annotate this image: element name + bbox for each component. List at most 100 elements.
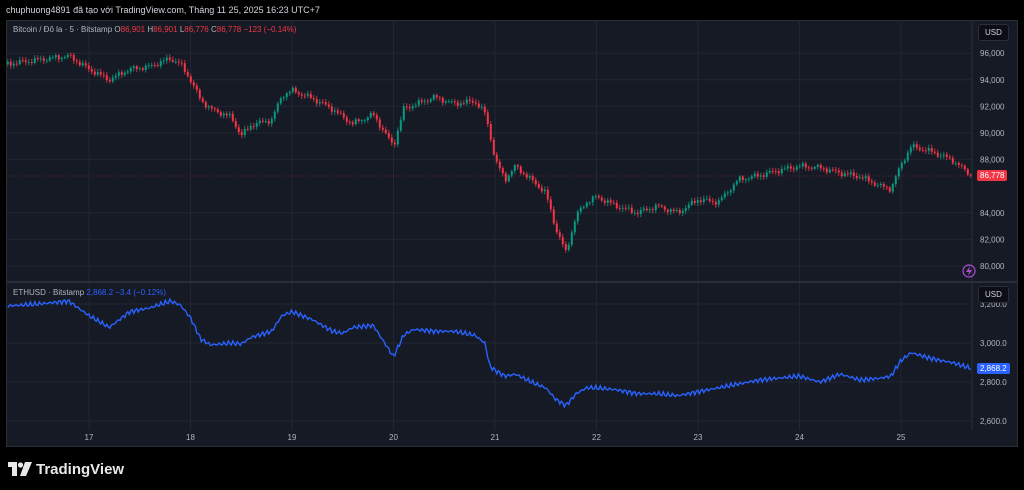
candle-body	[438, 97, 441, 99]
btc-open-label: O	[114, 25, 121, 34]
btc-y-tick-label: 92,000	[980, 102, 1005, 111]
candle-body	[450, 101, 453, 103]
chart-area[interactable]	[6, 20, 1018, 447]
candle-body	[753, 173, 756, 177]
candle-body	[720, 197, 723, 201]
candle-body	[279, 98, 282, 104]
x-tick-label: 22	[592, 433, 601, 442]
candle-body	[117, 72, 120, 76]
candle-body	[408, 107, 411, 109]
candle-body	[924, 150, 927, 152]
candle-body	[936, 152, 939, 157]
candle-body	[432, 95, 435, 100]
candle-body	[306, 93, 309, 96]
candle-body	[660, 205, 663, 207]
candle-body	[321, 102, 324, 104]
candle-body	[441, 97, 444, 103]
lightning-icon[interactable]	[962, 264, 976, 278]
eth-price-line	[7, 297, 971, 409]
btc-candles	[6, 52, 972, 253]
candle-body	[402, 106, 405, 120]
candle-body	[498, 161, 501, 169]
candle-body	[429, 99, 432, 102]
candle-body	[171, 59, 174, 62]
candle-body	[459, 103, 462, 106]
candle-body	[57, 55, 60, 60]
candle-body	[351, 122, 354, 125]
candle-body	[594, 196, 597, 197]
candle-body	[756, 173, 759, 177]
candle-body	[912, 144, 915, 148]
candle-body	[774, 171, 777, 173]
candle-body	[489, 124, 492, 140]
candle-body	[348, 121, 351, 123]
candle-body	[675, 210, 678, 211]
candle-body	[345, 117, 348, 122]
eth-change: −3.4 (−0.12%)	[115, 288, 166, 297]
x-tick-label: 25	[897, 433, 906, 442]
candle-body	[519, 166, 522, 173]
candle-body	[576, 211, 579, 222]
candle-body	[471, 100, 474, 103]
candle-body	[690, 200, 693, 205]
candle-body	[90, 68, 93, 72]
candle-body	[198, 89, 201, 99]
candle-body	[798, 166, 801, 168]
candle-body	[30, 62, 33, 63]
candle-body	[486, 112, 489, 125]
btc-y-tick-label: 90,000	[980, 129, 1005, 138]
candle-body	[141, 68, 144, 70]
tradingview-logo[interactable]: TradingView	[8, 458, 124, 480]
candle-body	[930, 147, 933, 152]
candle-body	[717, 200, 720, 205]
candle-body	[696, 200, 699, 203]
candle-body	[297, 92, 300, 95]
candle-body	[876, 184, 879, 186]
candle-body	[123, 72, 126, 75]
candle-body	[738, 176, 741, 182]
candle-body	[393, 142, 396, 145]
candle-body	[543, 189, 546, 192]
candle-body	[189, 76, 192, 83]
candle-body	[723, 193, 726, 198]
btc-symbol: Bitcoin / Đô la · 5 · Bitstamp	[13, 25, 113, 34]
candle-body	[852, 172, 855, 176]
candle-body	[468, 99, 471, 101]
candle-body	[921, 149, 924, 151]
candle-body	[768, 170, 771, 173]
candle-body	[195, 85, 198, 90]
eth-currency-button[interactable]: USD	[978, 286, 1009, 303]
candle-body	[516, 165, 519, 167]
candle-body	[324, 102, 327, 105]
candle-body	[894, 176, 897, 185]
candle-body	[693, 200, 696, 203]
candle-body	[33, 58, 36, 63]
eth-y-tick-label: 2,800.0	[980, 378, 1007, 387]
candle-body	[192, 82, 195, 86]
x-tick-label: 23	[694, 433, 703, 442]
candle-body	[552, 209, 555, 224]
candle-body	[642, 208, 645, 211]
btc-high-label: H	[147, 25, 154, 34]
candle-body	[879, 183, 882, 185]
candle-body	[840, 172, 843, 177]
candle-body	[9, 61, 12, 66]
btc-y-tick-label: 96,000	[980, 49, 1005, 58]
candle-body	[525, 174, 528, 178]
candle-body	[342, 113, 345, 118]
btc-y-tick-label: 84,000	[980, 209, 1005, 218]
candle-body	[276, 103, 279, 112]
candle-body	[942, 154, 945, 156]
candle-body	[888, 187, 891, 192]
candle-body	[78, 61, 81, 66]
candle-body	[27, 62, 30, 63]
candle-body	[474, 102, 477, 104]
candle-body	[633, 212, 636, 214]
candle-body	[588, 202, 591, 204]
candle-body	[138, 68, 141, 70]
candle-body	[255, 123, 258, 127]
btc-y-tick-label: 80,000	[980, 262, 1005, 271]
btc-currency-button[interactable]: USD	[978, 24, 1009, 41]
candle-body	[765, 172, 768, 177]
